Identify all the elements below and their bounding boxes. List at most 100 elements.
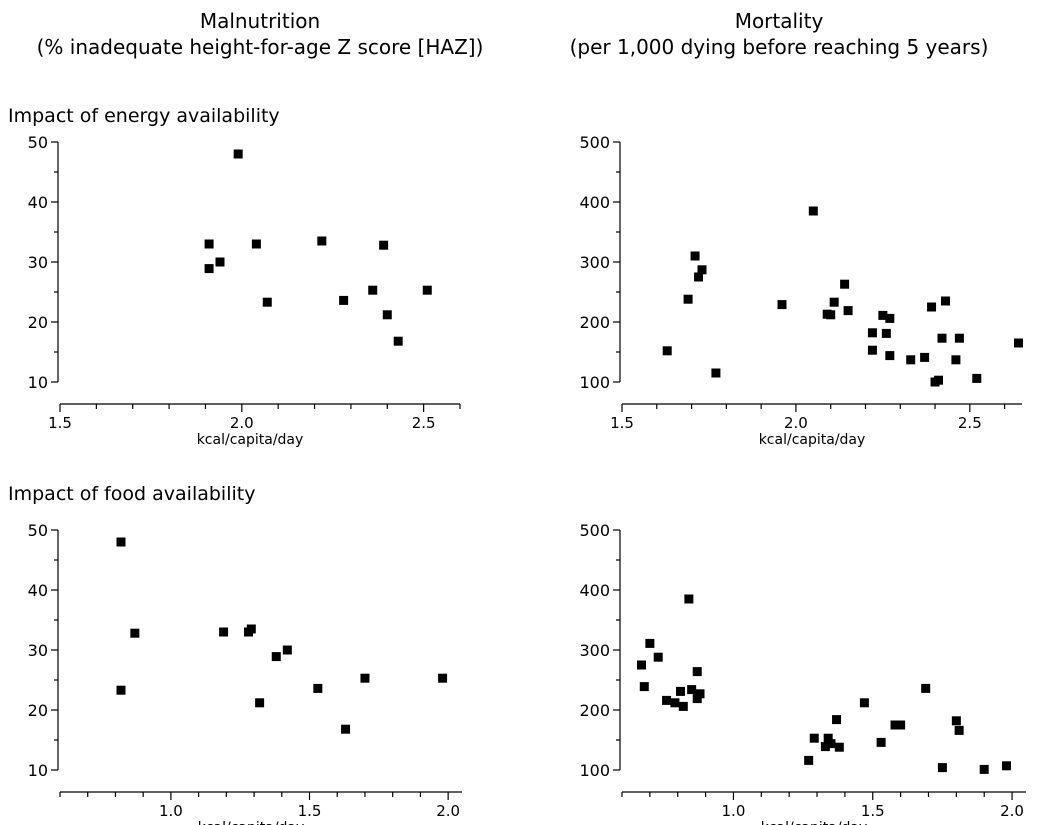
y-tick-label: 100 [579,373,610,392]
data-point [678,701,688,711]
data-point [890,720,900,730]
data-point [832,715,842,725]
data-point [645,638,655,648]
data-point [116,537,126,547]
column-subtitle-mortality: (per 1,000 dying before reaching 5 years… [569,35,989,59]
chart-mortality-food: 100 200 300 400 500 1.0 1.5 2.0 kcal/capita/day [579,521,1026,825]
data-point [954,725,964,735]
data-point [896,720,906,730]
data-point [934,375,944,385]
data-point [829,297,839,307]
data-point [662,695,672,705]
data-point [251,239,261,249]
x-tick-label: 1.5 [610,414,634,432]
data-point [687,685,697,695]
data-point [393,336,403,346]
data-point [422,285,432,295]
y-tick-label: 30 [28,253,48,272]
y-tick-label: 50 [28,133,48,152]
x-tick-label: 2.0 [1000,802,1024,820]
data-point [204,264,214,274]
data-point [694,272,704,282]
x-tick-label: 2.5 [958,414,982,432]
data-point [215,257,225,267]
data-point [438,673,448,683]
data-point [271,652,281,662]
y-tick-label: 300 [579,641,610,660]
y-tick-label: 50 [28,521,48,540]
data-point [692,667,702,677]
x-axis-label: kcal/capita/day [759,432,866,448]
y-tick-label: 40 [28,581,48,600]
data-point [262,297,272,307]
y-tick-label: 100 [579,761,610,780]
data-point [339,295,349,305]
data-point [382,310,392,320]
data-point [204,239,214,249]
data-point [921,683,931,693]
data-point [954,333,964,343]
chart-malnutrition-energy: 10 20 30 40 50 1.5 2.0 2.5 kcal/capita/day [28,133,461,448]
column-header-malnutrition: Malnutrition (% inadequate height-for-ag… [0,8,520,60]
x-axis-label: kcal/capita/day [761,820,868,825]
data-point [692,694,702,704]
data-point [826,739,836,749]
data-point [639,682,649,692]
data-point [233,149,243,159]
data-point [662,346,672,356]
data-point [972,373,982,383]
x-tick-label: 2.0 [230,414,254,432]
y-tick-label: 200 [579,701,610,720]
column-title-mortality: Mortality [734,9,824,33]
data-point [777,300,787,310]
column-header-mortality: Mortality (per 1,000 dying before reachi… [520,8,1038,60]
data-point [885,313,895,323]
data-point [820,742,830,752]
chart-malnutrition-food: 10 20 30 40 50 1.0 1.5 2.0 kcal/capita/day [28,521,462,825]
y-tick-label: 400 [579,581,610,600]
y-tick-label: 500 [579,133,610,152]
data-point [834,742,844,752]
x-tick-label: 1.0 [722,802,746,820]
data-point [940,296,950,306]
data-point [282,645,292,655]
x-tick-label: 1.5 [48,414,72,432]
data-point [881,328,891,338]
data-point [246,624,256,634]
data-point [317,236,327,246]
data-point [867,328,877,338]
data-point [885,351,895,361]
data-point [826,310,836,320]
data-point [341,724,351,734]
data-point [840,279,850,289]
row-label-energy: Impact of energy availability [8,105,280,127]
x-tick-label: 1.5 [298,802,322,820]
y-tick-label: 10 [28,373,48,392]
row-label-food: Impact of food availability [8,483,256,505]
data-point [130,628,140,638]
column-subtitle-malnutrition: (% inadequate height-for-age Z score [HA… [36,35,484,59]
column-title-malnutrition: Malnutrition [199,9,321,33]
x-tick-label: 1.5 [861,802,885,820]
x-tick-label: 1.0 [159,802,183,820]
data-point [684,594,694,604]
data-point [379,240,389,250]
y-tick-label: 200 [579,313,610,332]
data-point [313,683,323,693]
data-point [695,689,705,699]
data-point [876,737,886,747]
x-tick-label: 2.0 [436,802,460,820]
y-tick-label: 20 [28,701,48,720]
data-point [809,733,819,743]
y-tick-label: 500 [579,521,610,540]
data-point [878,310,888,320]
y-tick-label: 30 [28,641,48,660]
y-tick-label: 10 [28,761,48,780]
data-point [906,355,916,365]
data-point [804,755,814,765]
data-point [951,716,961,726]
data-point [683,294,693,304]
data-point [116,685,126,695]
data-point [255,698,265,708]
x-tick-label: 2.0 [784,414,808,432]
